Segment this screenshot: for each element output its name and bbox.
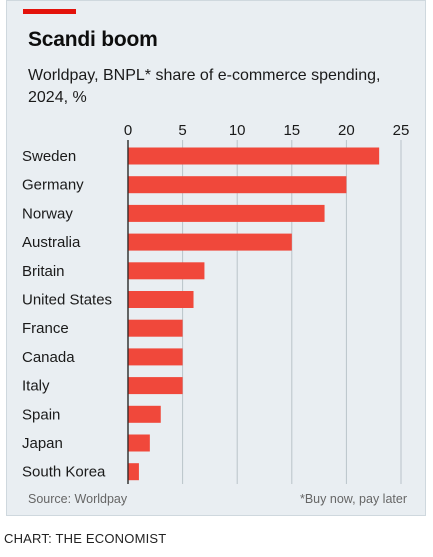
bar-italy bbox=[128, 377, 183, 395]
bar-spain bbox=[128, 405, 161, 423]
bar-south-korea bbox=[128, 463, 139, 481]
bar-germany bbox=[128, 176, 347, 194]
bar-australia bbox=[128, 233, 292, 251]
category-label: Spain bbox=[22, 406, 60, 423]
category-label: Italy bbox=[22, 378, 50, 395]
category-label: Sweden bbox=[22, 148, 76, 165]
x-tick-label: 10 bbox=[229, 122, 246, 139]
source-note: Source: Worldpay bbox=[28, 492, 128, 506]
footnote: *Buy now, pay later bbox=[299, 492, 407, 506]
brand-accent-bar bbox=[23, 9, 76, 14]
category-label: South Korea bbox=[22, 464, 106, 481]
bar-france bbox=[128, 319, 183, 337]
x-tick-label: 25 bbox=[393, 122, 410, 139]
bar-canada bbox=[128, 348, 183, 366]
category-label: Britain bbox=[22, 263, 65, 280]
category-label: Norway bbox=[22, 205, 73, 222]
bar-sweden bbox=[128, 147, 380, 165]
bar-britain bbox=[128, 262, 205, 280]
x-tick-label: 15 bbox=[283, 122, 300, 139]
x-tick-label: 20 bbox=[338, 122, 355, 139]
x-tick-label: 0 bbox=[124, 122, 132, 139]
category-label: France bbox=[22, 320, 69, 337]
bar-norway bbox=[128, 204, 325, 222]
category-label: Canada bbox=[22, 349, 75, 366]
chart-subtitle: Worldpay, BNPL* share of e-commerce spen… bbox=[28, 67, 381, 106]
chart-title: Scandi boom bbox=[28, 28, 158, 51]
category-label: Germany bbox=[22, 177, 84, 194]
chart-panel: Scandi boom Worldpay, BNPL* share of e-c… bbox=[6, 0, 426, 516]
category-label: Australia bbox=[22, 234, 81, 251]
bar-japan bbox=[128, 434, 150, 452]
chart-credit: CHART: THE ECONOMIST bbox=[4, 531, 167, 546]
category-label: Japan bbox=[22, 435, 63, 452]
bar-united-states bbox=[128, 291, 194, 308]
x-tick-label: 5 bbox=[178, 122, 186, 139]
category-label: United States bbox=[22, 292, 112, 309]
